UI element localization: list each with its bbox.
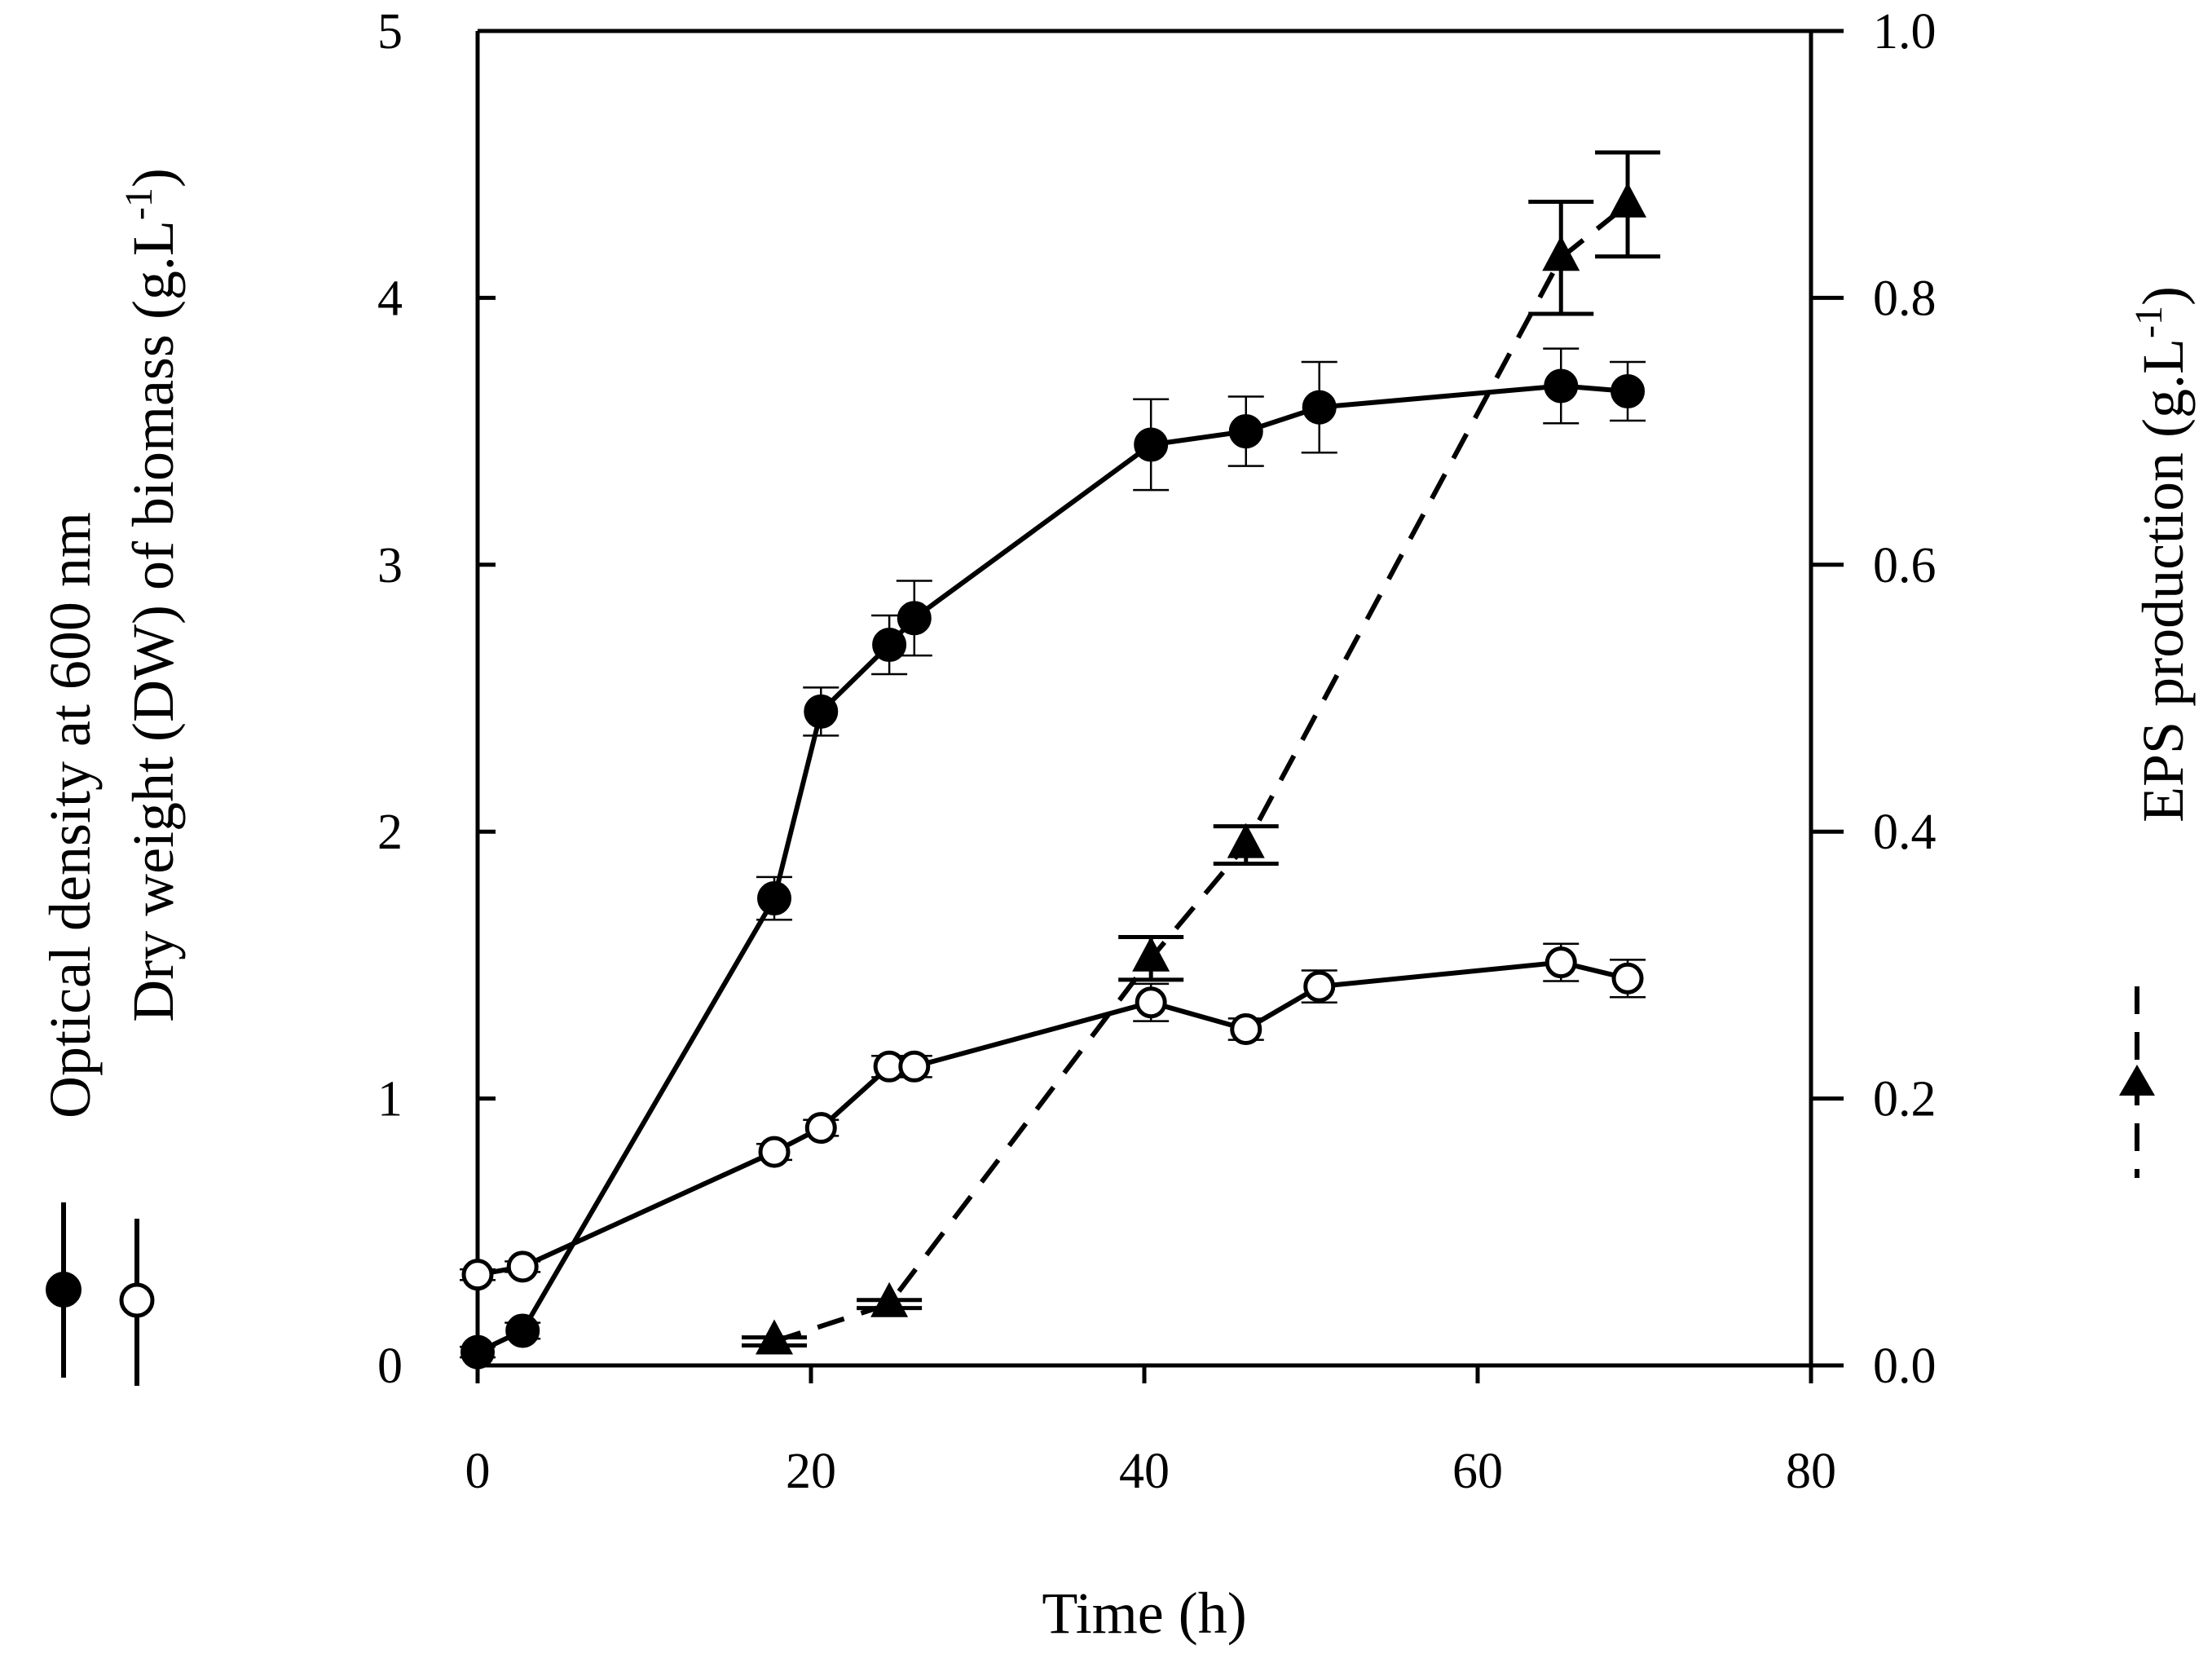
legend-eps-triangle-marker [2119,1065,2155,1096]
left-axis-title-line2-sup: -1 [117,187,161,220]
point-eps [1609,182,1647,218]
left-axis-title: Optical density at 600 nm Dry weight (DW… [37,168,186,1118]
point-optical-density [757,881,792,916]
point-dry-weight [1303,970,1336,1003]
point-optical-density [897,601,932,636]
right-y-tick-label: 0.8 [1873,271,1937,326]
left-y-tick-label: 5 [377,4,403,60]
left-axis-title-line1: Optical density at 600 nm [37,512,103,1118]
right-axis-title-main: EPS production (g.L [2130,338,2196,823]
point-optical-density [1544,368,1579,404]
plot-frame [475,29,1813,1368]
x-tick-label: 60 [1452,1444,1503,1499]
left-axis-title-line2-main: Dry weight (DW) of biomass (g.L [121,220,186,1022]
point-optical-density [1134,427,1169,462]
ticks-layer: 0 20 40 60 80 0 1 2 3 4 5 0.0 0.2 0.4 0.6 0.8 1.0 [377,4,1937,1499]
right-y-tick-label: 0.4 [1873,805,1937,860]
point-optical-density [460,1334,495,1370]
x-tick-label: 20 [786,1444,836,1499]
series-line-dry-weight [477,959,1628,1277]
series-optical-density [460,347,1646,1370]
x-tick-label: 0 [465,1444,491,1499]
x-axis-title: Time (h) [1042,1581,1246,1646]
x-tick-label: 40 [1119,1444,1170,1499]
point-dry-weight [758,1136,791,1168]
series-layer [460,150,1661,1370]
legend-dw-open-circle-marker [119,1282,155,1318]
point-optical-density [1302,390,1337,425]
point-eps [870,1281,909,1317]
legend-optical-density [46,1202,82,1378]
point-dry-weight [898,1050,931,1083]
point-optical-density [1611,373,1646,408]
right-y-tick-label: 0.2 [1873,1072,1937,1127]
left-y-tick-label: 3 [377,538,403,593]
point-optical-density [804,694,839,729]
legend-eps [2119,986,2155,1178]
left-y-tick-label: 2 [377,805,403,860]
point-eps [1227,823,1265,858]
series-eps [742,150,1661,1355]
point-dry-weight [1611,962,1644,995]
legend-od-filled-circle-marker [46,1272,82,1308]
point-dry-weight [1135,986,1167,1019]
right-y-tick-label: 0.0 [1873,1339,1937,1394]
left-y-tick-label: 0 [377,1339,403,1394]
point-eps [1542,236,1580,271]
point-optical-density [505,1313,540,1348]
right-axis-title-close: ) [2130,286,2196,306]
point-eps [1132,936,1170,972]
left-y-tick-label: 4 [377,271,403,326]
right-axis-title-sup: -1 [2127,306,2170,338]
point-dry-weight [1544,946,1577,979]
point-dry-weight [1230,1012,1262,1045]
left-y-tick-label: 1 [377,1072,403,1127]
right-axis-title: EPS production (g.L-1) [2127,286,2196,823]
left-axis-title-line2: Dry weight (DW) of biomass (g.L-1) [117,168,186,1022]
right-y-tick-label: 1.0 [1873,4,1937,60]
x-tick-label: 80 [1786,1444,1836,1499]
point-optical-density [1228,414,1263,449]
point-dry-weight [804,1112,837,1145]
point-dry-weight [506,1250,539,1283]
series-dry-weight [460,942,1646,1291]
point-optical-density [872,628,907,663]
series-line-eps [773,202,1629,1344]
left-axis-title-line2-close: ) [121,168,186,187]
point-dry-weight [461,1259,494,1291]
legend-dry-weight [119,1219,155,1386]
point-eps [756,1319,794,1355]
right-y-tick-label: 0.6 [1873,538,1937,593]
